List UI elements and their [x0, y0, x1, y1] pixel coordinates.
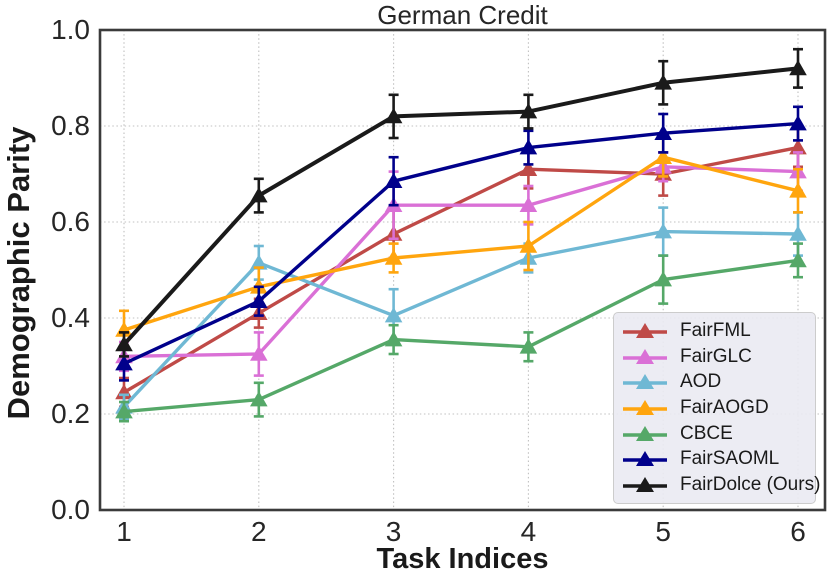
legend-label-fairglc: FairGLC: [680, 345, 752, 367]
chart-title: German Credit: [377, 0, 548, 30]
marker-cbce-5: [654, 271, 672, 287]
marker-aod-5: [654, 223, 672, 239]
marker-fairdolce-ours-2: [250, 187, 268, 203]
legend-triangle-icon-fairsaoml: [636, 451, 654, 467]
marker-cbce-6: [789, 251, 807, 268]
legend-entry-fairdolce-ours: FairDolce (Ours): [622, 472, 820, 498]
marker-fairaogd-6: [789, 182, 807, 198]
y-tick-label-1.0: 1.0: [51, 14, 90, 45]
plot-frame: [98, 28, 827, 512]
marker-fairaogd-3: [384, 249, 403, 265]
marker-fairdolce-ours-4: [519, 103, 538, 119]
legend: FairFML FairGLC AOD FairAOGD CBCE FairSAOML Fa…: [613, 312, 820, 504]
legend-label-cbce: CBCE: [680, 422, 733, 444]
series-line-fairfml: [122, 145, 800, 395]
marker-fairglc-4: [519, 196, 538, 212]
x-tick-label-3: 3: [385, 516, 402, 547]
y-tick-label-0.4: 0.4: [51, 302, 90, 333]
marker-aod-6: [789, 225, 807, 241]
marker-fairdolce-ours-3: [384, 107, 403, 124]
legend-triangle-icon-aod: [636, 374, 654, 390]
legend-entry-fairglc: FairGLC: [622, 344, 807, 370]
x-tick-label-4: 4: [520, 516, 537, 547]
marker-fairsaoml-6: [789, 115, 807, 131]
marker-aod-3: [384, 307, 403, 323]
y-tick-label-0.6: 0.6: [51, 206, 90, 237]
legend-label-fairaogd: FairAOGD: [680, 397, 769, 419]
x-tick-label-2: 2: [251, 516, 267, 547]
legend-triangle-icon-fairfml: [636, 322, 654, 338]
legend-entry-cbce: CBCE: [622, 421, 807, 447]
marker-cbce-1: [115, 403, 133, 419]
marker-fairaogd-4: [519, 237, 538, 253]
x-tick-label-1: 1: [116, 516, 132, 547]
marker-fairaogd-5: [654, 148, 672, 164]
legend-label-fairdolce-ours: FairDolce (Ours): [680, 474, 821, 496]
marker-cbce-2: [250, 391, 268, 407]
legend-triangle-icon-fairaogd: [636, 400, 654, 416]
marker-fairsaoml-4: [519, 139, 538, 155]
legend-marker-fairfml: [623, 322, 667, 338]
legend-entry-fairaogd: FairAOGD: [622, 395, 807, 421]
legend-entry-aod: AOD: [622, 369, 807, 395]
legend-marker-cbce: [623, 425, 667, 441]
legend-marker-aod: [623, 374, 667, 390]
marker-fairsaoml-5: [654, 124, 672, 140]
marker-fairfml-4: [519, 160, 538, 176]
x-axis-label: Task Indices: [376, 543, 549, 575]
series-line-fairsaoml: [122, 121, 800, 366]
marker-fairsaoml-3: [384, 172, 403, 188]
x-tick-label-5: 5: [655, 516, 671, 547]
legend-entry-fairfml: FairFML: [622, 318, 807, 344]
marker-fairsaoml-2: [250, 292, 268, 308]
series-line-cbce: [122, 258, 800, 414]
marker-aod-2: [250, 254, 268, 270]
series-line-fairglc: [122, 165, 800, 359]
legend-marker-fairsaoml: [623, 451, 667, 467]
legend-entry-fairsaoml: FairSAOML: [622, 447, 807, 473]
legend-triangle-icon-fairdolce-ours: [636, 477, 654, 493]
y-tick-label-0.8: 0.8: [51, 110, 90, 141]
y-tick-label-0.0: 0.0: [51, 494, 90, 525]
legend-label-fairfml: FairFML: [680, 319, 751, 341]
legend-label-aod: AOD: [680, 371, 722, 393]
legend-triangle-icon-fairglc: [636, 348, 654, 364]
y-tick-label-0.2: 0.2: [51, 398, 90, 429]
series-line-aod: [122, 229, 800, 409]
legend-marker-fairdolce-ours: [623, 477, 667, 493]
series-line-fairaogd: [122, 155, 800, 332]
x-tick-label-6: 6: [790, 516, 806, 547]
marker-fairsaoml-1: [115, 355, 133, 371]
marker-fairdolce-ours-6: [789, 59, 807, 76]
marker-fairfml-6: [789, 139, 807, 155]
series-line-fairdolce-ours: [122, 66, 800, 347]
legend-triangle-icon-cbce: [636, 425, 654, 441]
marker-fairglc-2: [250, 345, 268, 361]
marker-fairdolce-ours-1: [115, 335, 133, 352]
marker-fairdolce-ours-5: [654, 74, 672, 90]
marker-cbce-3: [384, 331, 403, 347]
marker-cbce-4: [519, 338, 538, 354]
legend-marker-fairaogd: [623, 400, 667, 416]
legend-label-fairsaoml: FairSAOML: [680, 448, 780, 470]
legend-marker-fairglc: [623, 348, 667, 364]
